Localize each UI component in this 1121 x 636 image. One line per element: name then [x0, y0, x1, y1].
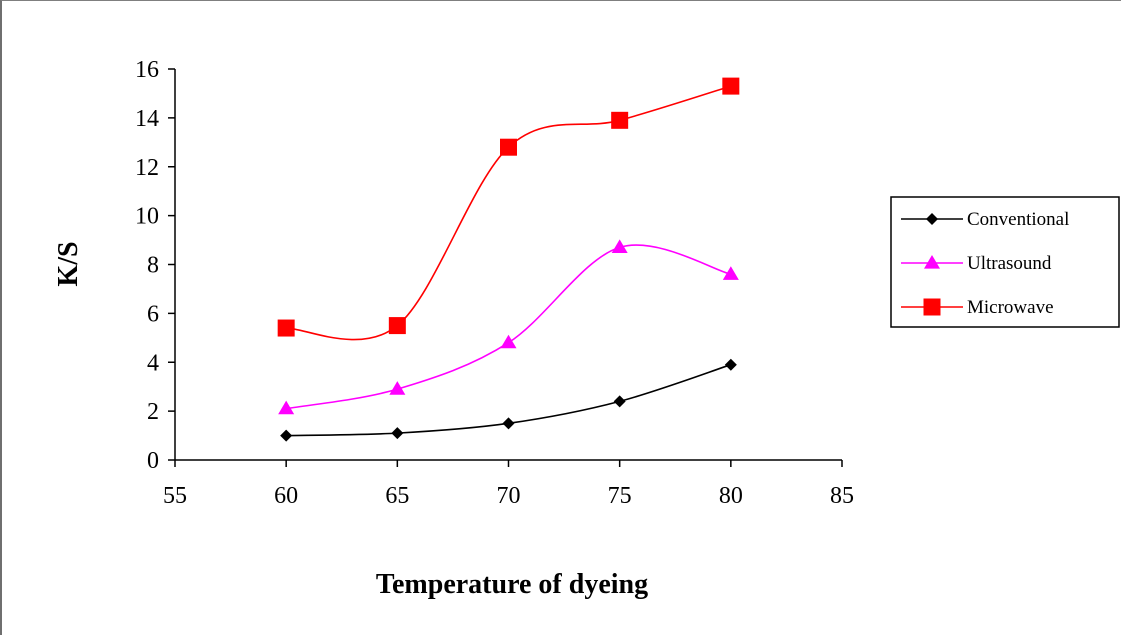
data-point-ultrasound [278, 400, 295, 415]
data-point-conventional [391, 427, 404, 440]
y-tick-label: 2 [147, 399, 159, 425]
x-axis-title: Temperature of dyeing [376, 569, 648, 600]
legend-marker-microwave [923, 298, 941, 316]
y-tick-label: 8 [147, 253, 159, 279]
x-tick-label: 65 [385, 483, 409, 509]
legend-label-microwave: Microwave [967, 297, 1054, 318]
y-axis-title: K/S [53, 241, 84, 286]
data-point-microwave [277, 319, 295, 337]
series-line-ultrasound [286, 244, 732, 410]
legend: Conventional Ultrasound Microwave [890, 196, 1120, 328]
data-point-ultrasound [389, 381, 406, 395]
x-tick-label: 75 [608, 483, 632, 509]
x-tick-label: 70 [497, 483, 521, 509]
data-point-conventional [280, 429, 293, 442]
tick-marks: 0 2 4 6 8 10 12 14 16 55 60 65 70 75 80 85 [135, 57, 854, 509]
data-point-ultrasound [722, 266, 739, 280]
data-point-conventional [502, 417, 515, 430]
y-tick-label: 16 [135, 57, 159, 83]
x-tick-label: 85 [830, 483, 854, 509]
y-tick-label: 10 [135, 204, 159, 230]
legend-marker-ultrasound [924, 255, 940, 269]
series-lines [286, 85, 732, 437]
data-point-ultrasound [500, 334, 517, 349]
series-line-microwave [286, 85, 732, 341]
legend-items: Conventional Ultrasound Microwave [901, 209, 1069, 318]
data-point-conventional [613, 395, 626, 408]
data-point-microwave [500, 138, 517, 156]
y-tick-label: 14 [135, 106, 159, 132]
y-tick-label: 0 [147, 448, 159, 474]
legend-item-ultrasound: Ultrasound [901, 253, 1052, 274]
x-tick-label: 80 [719, 483, 743, 509]
x-tick-label: 60 [274, 483, 298, 509]
legend-marker-conventional [926, 213, 938, 225]
data-point-microwave [722, 77, 740, 95]
axes [174, 69, 842, 461]
data-point-microwave [611, 111, 629, 129]
legend-item-conventional: Conventional [901, 209, 1069, 230]
y-tick-label: 4 [147, 350, 159, 376]
y-tick-label: 12 [135, 155, 159, 181]
data-point-ultrasound [611, 239, 628, 253]
legend-label-ultrasound: Ultrasound [967, 253, 1052, 274]
data-point-microwave [388, 317, 406, 335]
data-point-conventional [724, 358, 737, 371]
y-tick-label: 6 [147, 301, 159, 327]
legend-label-conventional: Conventional [967, 209, 1069, 230]
x-tick-label: 55 [163, 483, 187, 509]
legend-item-microwave: Microwave [901, 297, 1054, 318]
series-markers [277, 77, 740, 442]
